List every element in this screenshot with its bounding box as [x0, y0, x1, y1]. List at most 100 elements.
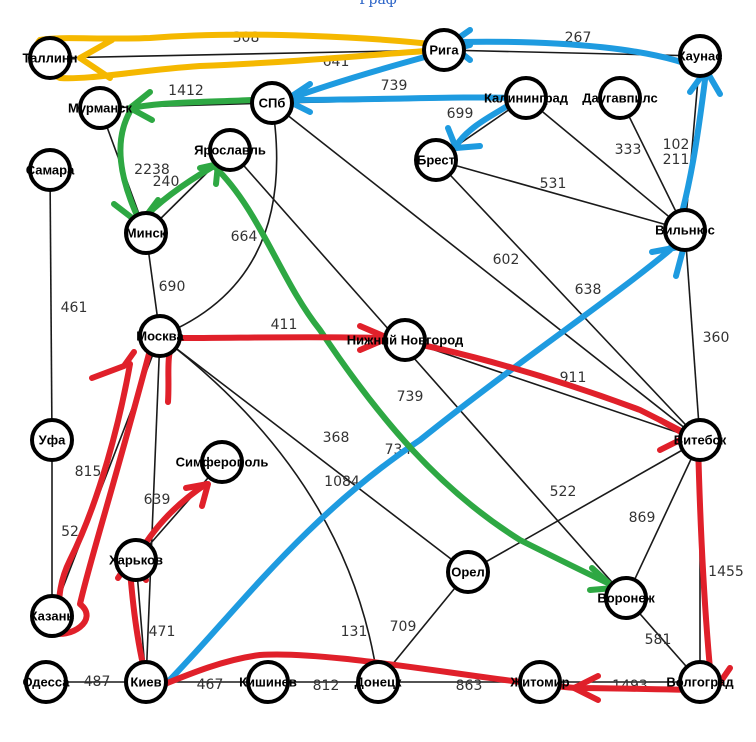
route-blue-stroke: [157, 38, 709, 693]
node-volgograd[interactable]: Волгоград: [666, 660, 734, 704]
node-label: Киев: [130, 674, 161, 689]
weight-label: 602: [493, 252, 520, 268]
node-odessa[interactable]: Одесса: [23, 660, 71, 704]
node-label: Харьков: [109, 552, 163, 567]
node-orel[interactable]: Орел: [446, 550, 490, 594]
edge-vitebsk-orel: [467, 439, 701, 573]
weight-label: 638: [575, 282, 602, 298]
node-vilnius[interactable]: Вильнюс: [655, 208, 715, 252]
edge-vilnius-vitebsk: [684, 229, 701, 441]
weight-label: 102: [663, 137, 690, 153]
weight-label: 739: [381, 78, 408, 94]
weight-label: 368: [323, 430, 350, 446]
node-moscow[interactable]: Москва: [136, 314, 184, 358]
node-label: Мурманск: [68, 100, 132, 115]
node-murmansk[interactable]: Мурманск: [68, 86, 132, 130]
node-kaliningrad[interactable]: Калининград: [484, 76, 569, 120]
route-green-stroke: [117, 97, 615, 588]
node-label: Житомир: [509, 674, 569, 689]
node-label: Одесса: [23, 674, 71, 689]
node-label: Орел: [451, 564, 485, 579]
edge-daugavpils-vilnius: [619, 97, 686, 231]
node-minsk[interactable]: Минск: [124, 211, 168, 255]
node-label: Уфа: [39, 432, 66, 447]
node-kiev[interactable]: Киев: [124, 660, 168, 704]
node-ufa[interactable]: Уфа: [30, 418, 74, 462]
nodes: Таллинн Рига Каунас Мурманск СПб Калинин…: [22, 28, 734, 704]
node-label: Брест: [417, 152, 455, 167]
node-vitebsk[interactable]: Витебск: [674, 418, 727, 462]
edge-brest-vitebsk: [435, 159, 701, 441]
edge-yaroslavl-voronezh: [229, 149, 627, 599]
weight-label: 360: [703, 330, 730, 346]
node-label: Волгоград: [666, 674, 734, 689]
weight-label: 639: [144, 492, 171, 508]
node-label: Калининград: [484, 90, 569, 105]
route-blue-arrows: [283, 27, 723, 279]
weight-label: 467: [197, 677, 224, 693]
node-label: СПб: [259, 95, 286, 110]
node-label: Нижний Новгород: [347, 332, 464, 347]
node-nnovgorod[interactable]: Нижний Новгород: [347, 318, 464, 362]
weight-label: 461: [61, 300, 88, 316]
weight-label: 211: [663, 152, 690, 168]
node-voronezh[interactable]: Воронеж: [597, 576, 655, 620]
node-simferopol[interactable]: Симферополь: [176, 440, 269, 484]
node-daugavpils[interactable]: Даугавпилс: [582, 76, 658, 120]
node-label: Каунас: [678, 48, 723, 63]
weight-label: 709: [390, 619, 417, 635]
node-kharkov[interactable]: Харьков: [109, 538, 163, 582]
edge-samara-ufa: [49, 169, 53, 441]
node-label: Симферополь: [176, 454, 269, 469]
node-kishinev[interactable]: Кишинев: [239, 660, 297, 704]
weight-label: 869: [629, 510, 656, 526]
node-kaunas[interactable]: Каунас: [678, 34, 723, 78]
node-label: Даугавпилс: [582, 90, 658, 105]
weight-label: 531: [540, 176, 567, 192]
node-label: Донецк: [355, 674, 402, 689]
weight-label: 240: [153, 174, 180, 190]
node-riga[interactable]: Рига: [422, 28, 466, 72]
weight-label: 863: [456, 678, 483, 694]
weight-label: 522: [550, 484, 577, 500]
node-brest[interactable]: Брест: [414, 138, 458, 182]
edge-brest-vilnius: [435, 159, 686, 231]
weight-label: 699: [447, 106, 474, 122]
edge-tallinn-riga: [49, 49, 445, 59]
node-label: Кишинев: [239, 674, 297, 689]
node-label: Москва: [136, 328, 184, 343]
edge-spb-vitebsk: [271, 102, 701, 441]
edge-moscow-kiev: [145, 335, 161, 683]
edge-moscow-donetsk: [159, 335, 379, 683]
weight-label: 471: [149, 624, 176, 640]
node-label: Ярославль: [194, 142, 266, 157]
weight-label: 333: [615, 142, 642, 158]
weight-label: 1084: [324, 474, 360, 490]
route-yellow-arrow: [77, 37, 115, 81]
node-label: Воронеж: [597, 590, 655, 605]
node-label: Таллинн: [22, 50, 77, 65]
weight-label: 581: [645, 632, 672, 648]
node-tallinn[interactable]: Таллинн: [22, 36, 78, 80]
node-label: Самара: [26, 162, 75, 177]
weight-label: 812: [313, 678, 340, 694]
node-label: Минск: [126, 225, 167, 240]
edge-vitebsk-voronezh: [625, 439, 701, 599]
node-samara[interactable]: Самара: [26, 148, 75, 192]
node-spb[interactable]: СПб: [250, 81, 294, 125]
edge-nnovgorod-vitebsk: [404, 339, 701, 441]
node-label: Казань: [30, 608, 75, 623]
weight-label: 131: [341, 624, 368, 640]
weight-label: 815: [75, 464, 102, 480]
weight-label: 411: [271, 317, 298, 333]
node-kazan[interactable]: Казань: [30, 594, 75, 638]
node-yaroslavl[interactable]: Ярославль: [194, 128, 266, 172]
node-label: Витебск: [674, 432, 727, 447]
weight-label: 1455: [708, 564, 744, 580]
node-label: Вильнюс: [655, 222, 715, 237]
node-label: Рига: [429, 42, 459, 57]
weight-label: 2238: [134, 162, 170, 178]
node-zhitomir[interactable]: Житомир: [509, 660, 570, 704]
node-donetsk[interactable]: Донецк: [355, 660, 402, 704]
